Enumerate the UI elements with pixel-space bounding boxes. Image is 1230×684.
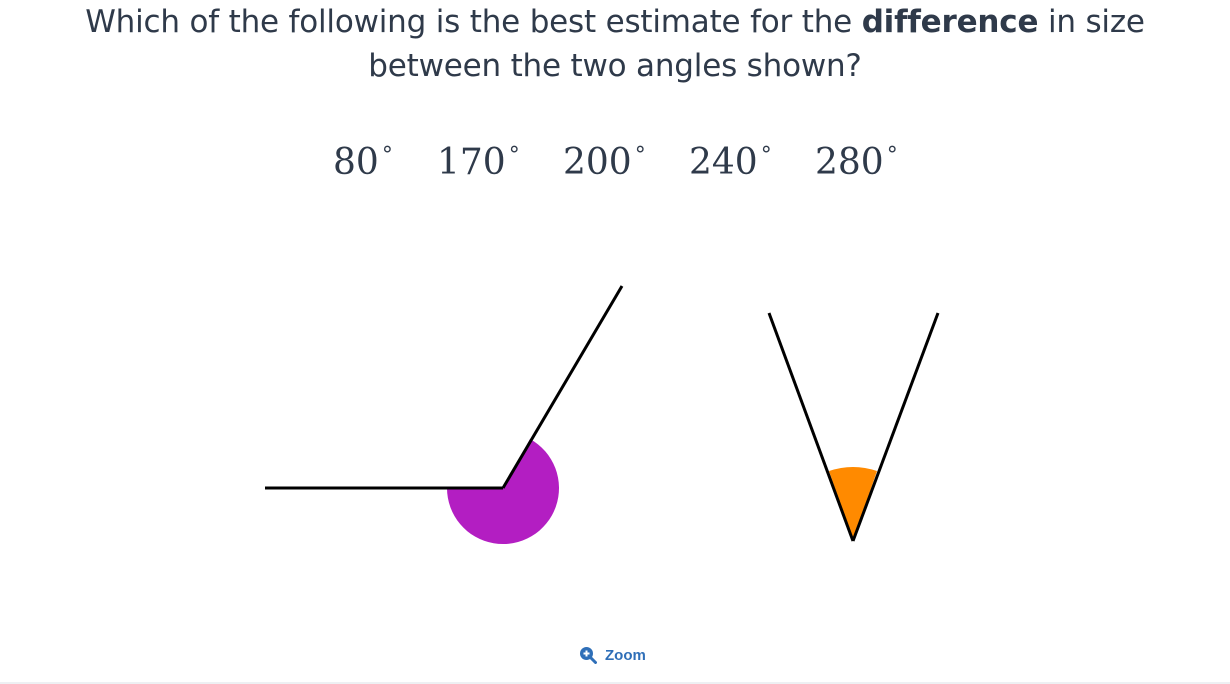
left-angle-ray-diagonal [501,285,624,489]
reflex-angle-marker [265,439,560,545]
acute-angle-marker [829,467,877,541]
zoom-in-icon [580,647,597,664]
divider [0,682,1230,684]
degree-symbol: ° [508,143,520,168]
question-text-part: Which of the following is the best estim… [85,4,862,40]
option-170: 170 ° [437,128,520,191]
option-value: 80 [333,142,379,183]
option-value: 170 [437,142,506,183]
degree-symbol: ° [634,143,646,168]
right-angle-ray-left [767,312,855,542]
answer-options: 80 ° 170 ° 200 ° 240 ° 280 ° [0,128,1230,184]
question-text: Which of the following is the best estim… [0,0,1230,88]
degree-symbol: ° [886,143,898,168]
option-value: 280 [815,142,884,183]
right-angle-ray-right [851,312,940,542]
zoom-label: Zoom [605,646,646,664]
degree-symbol: ° [381,143,393,168]
degree-symbol: ° [760,143,772,168]
option-value: 240 [689,142,758,183]
zoom-button[interactable]: Zoom [579,643,646,667]
option-value: 200 [563,142,632,183]
option-200: 200 ° [563,128,646,191]
question-line-1: Which of the following is the best estim… [0,0,1230,44]
question-text-part: in size [1038,4,1145,40]
option-240: 240 ° [689,128,772,191]
question-emphasis: difference [861,4,1039,40]
option-80: 80 ° [333,128,393,191]
option-280: 280 ° [815,128,898,191]
question-line-2: between the two angles shown? [368,48,862,84]
